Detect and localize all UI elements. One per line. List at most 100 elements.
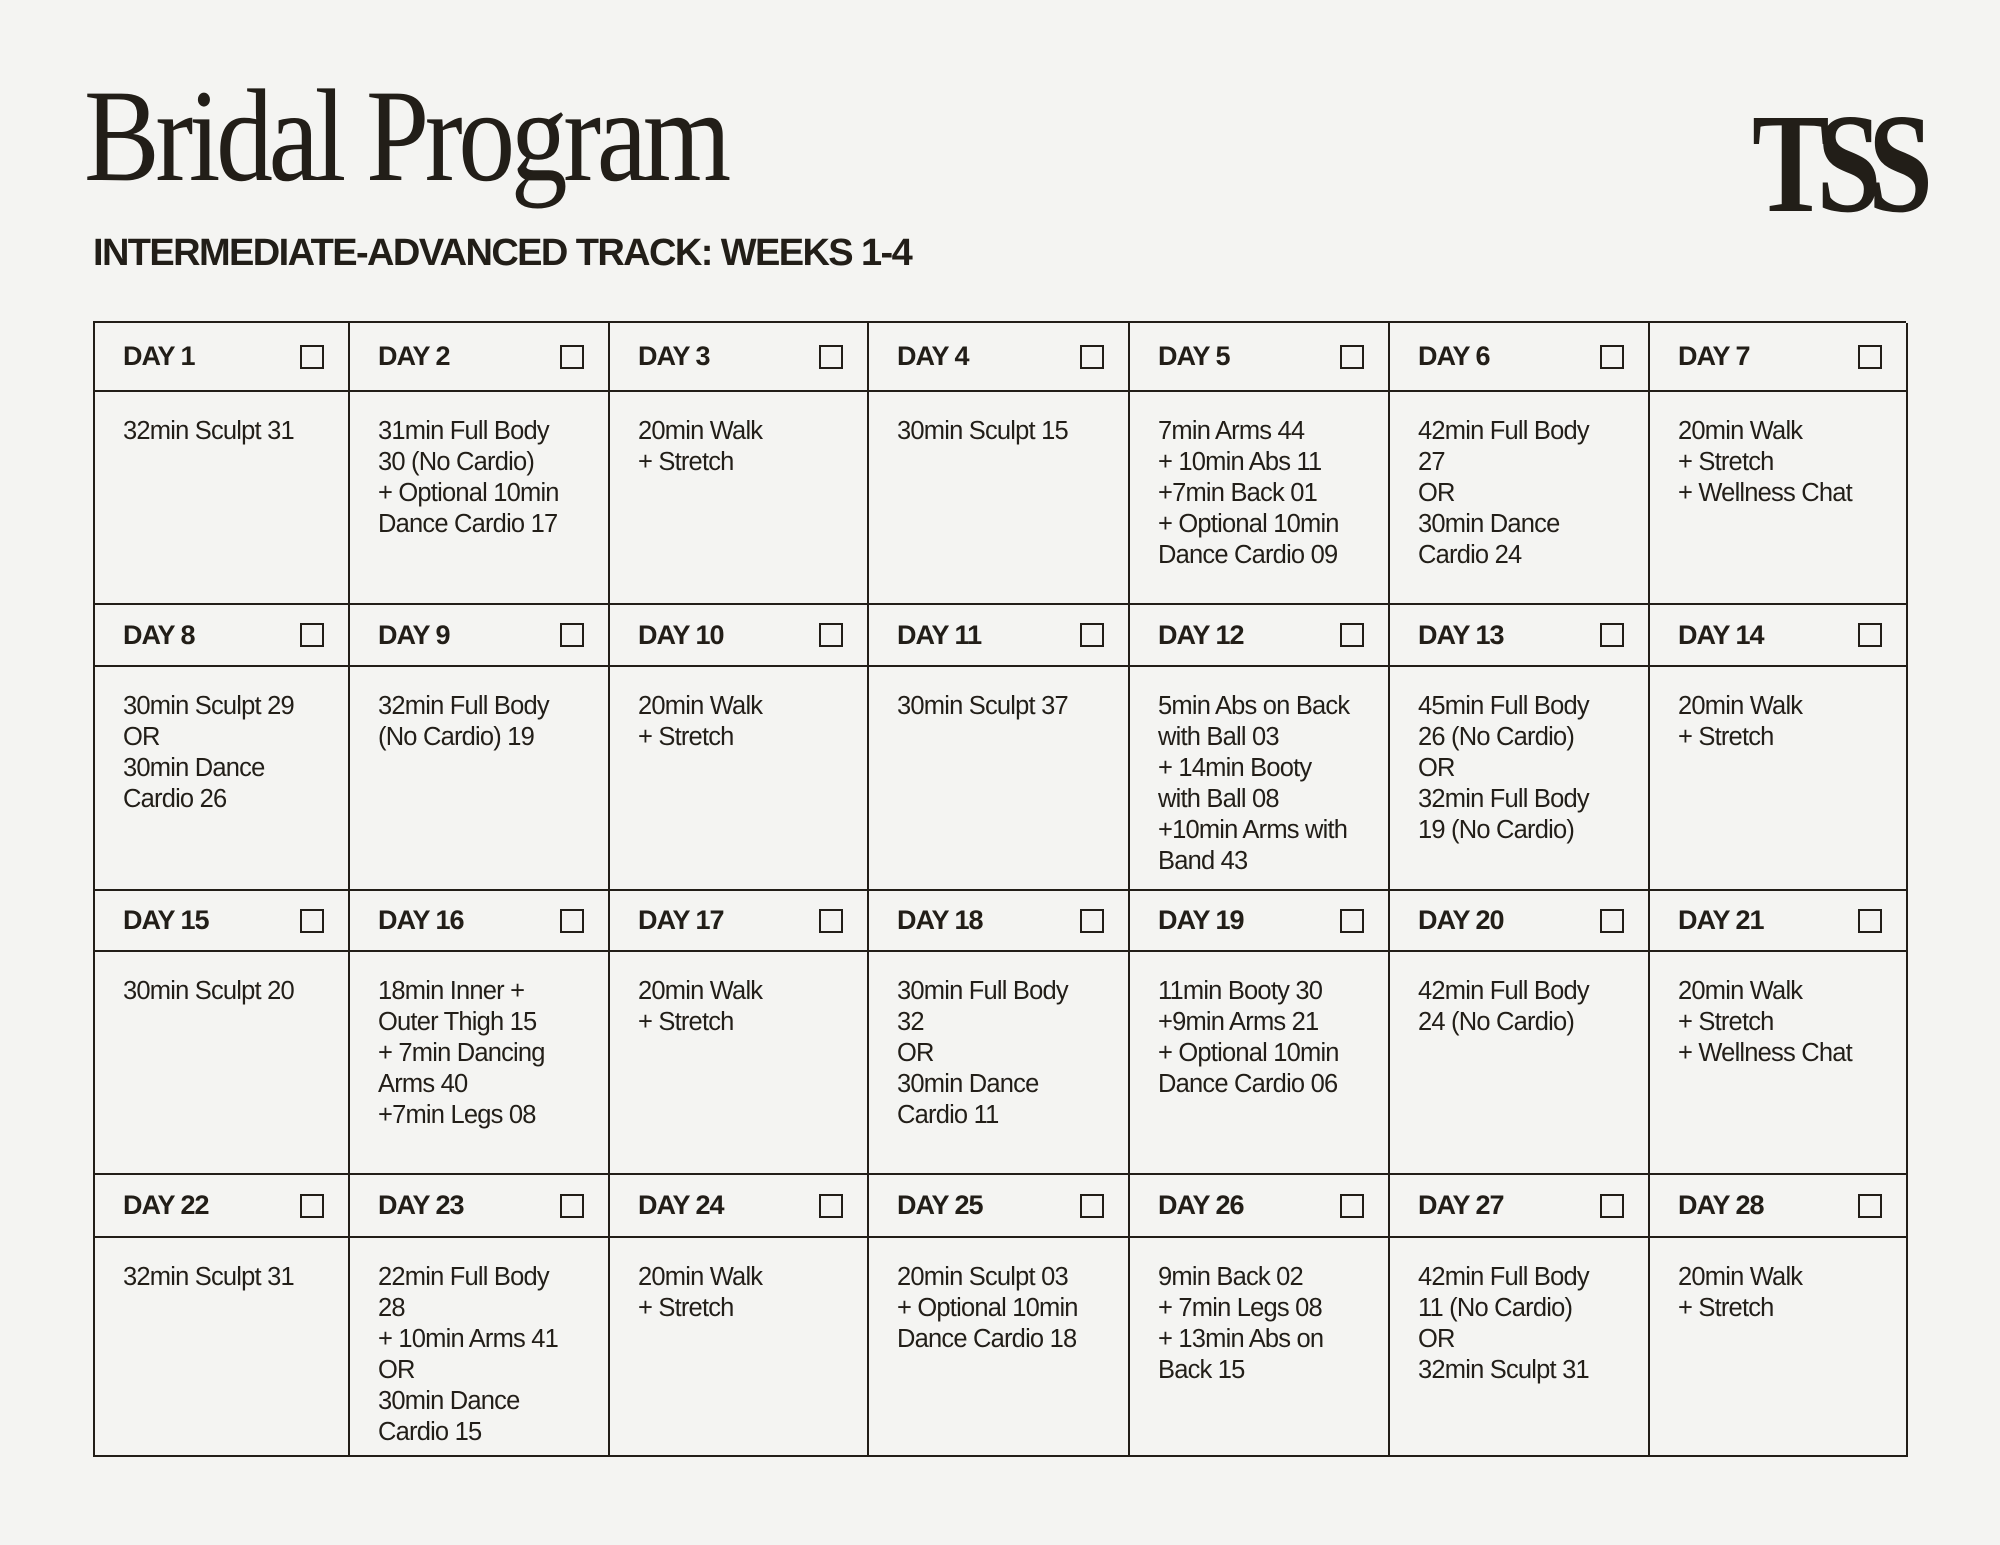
- day-workout: 32min Full Body (No Cardio) 19: [350, 667, 610, 891]
- day-checkbox[interactable]: [300, 623, 324, 647]
- day-workout: 20min Walk + Stretch: [610, 1238, 869, 1457]
- day-checkbox[interactable]: [819, 1193, 843, 1218]
- day-checkbox[interactable]: [1080, 1193, 1104, 1218]
- day-checkbox[interactable]: [819, 623, 843, 647]
- day-label: DAY 28: [1678, 1190, 1765, 1220]
- day-checkbox[interactable]: [1858, 623, 1882, 647]
- day-checkbox[interactable]: [1080, 623, 1104, 647]
- page-title: Bridal Program: [84, 62, 731, 209]
- day-label: DAY 16: [378, 905, 465, 935]
- day-workout: 32min Sculpt 31: [95, 1238, 350, 1457]
- day-checkbox[interactable]: [1600, 1193, 1624, 1218]
- day-workout: 11min Booty 30 +9min Arms 21 + Optional …: [1130, 952, 1390, 1175]
- day-checkbox[interactable]: [1340, 344, 1364, 369]
- day-header: DAY 11: [869, 605, 1130, 667]
- day-header: DAY 14: [1650, 605, 1908, 667]
- day-header: DAY 2: [350, 323, 610, 392]
- day-workout: 42min Full Body 27 OR 30min Dance Cardio…: [1390, 392, 1650, 605]
- day-workout: 30min Sculpt 15: [869, 392, 1130, 605]
- day-label: DAY 9: [378, 619, 451, 650]
- day-header: DAY 5: [1130, 323, 1390, 392]
- day-label: DAY 6: [1418, 341, 1491, 371]
- day-label: DAY 12: [1158, 619, 1245, 650]
- day-checkbox[interactable]: [560, 908, 584, 933]
- day-checkbox[interactable]: [1340, 1193, 1364, 1218]
- day-header: DAY 28: [1650, 1175, 1908, 1238]
- day-header: DAY 27: [1390, 1175, 1650, 1238]
- day-header: DAY 25: [869, 1175, 1130, 1238]
- day-workout: 20min Walk + Stretch: [610, 667, 869, 891]
- day-header: DAY 26: [1130, 1175, 1390, 1238]
- day-checkbox[interactable]: [560, 1193, 584, 1218]
- day-header: DAY 24: [610, 1175, 869, 1238]
- day-header: DAY 7: [1650, 323, 1908, 392]
- day-label: DAY 10: [638, 619, 725, 650]
- day-workout: 42min Full Body 11 (No Cardio) OR 32min …: [1390, 1238, 1650, 1457]
- day-workout: 22min Full Body 28 + 10min Arms 41 OR 30…: [350, 1238, 610, 1457]
- day-header: DAY 6: [1390, 323, 1650, 392]
- day-workout: 9min Back 02 + 7min Legs 08 + 13min Abs …: [1130, 1238, 1390, 1457]
- day-checkbox[interactable]: [300, 1193, 324, 1218]
- day-workout: 20min Sculpt 03 + Optional 10min Dance C…: [869, 1238, 1130, 1457]
- day-checkbox[interactable]: [1858, 344, 1882, 369]
- day-checkbox[interactable]: [300, 344, 324, 369]
- day-workout: 20min Walk + Stretch + Wellness Chat: [1650, 952, 1908, 1175]
- day-header: DAY 16: [350, 891, 610, 952]
- day-label: DAY 7: [1678, 341, 1751, 371]
- day-label: DAY 8: [123, 619, 196, 650]
- day-checkbox[interactable]: [1340, 623, 1364, 647]
- day-checkbox[interactable]: [819, 344, 843, 369]
- day-checkbox[interactable]: [1600, 623, 1624, 647]
- day-workout: 45min Full Body 26 (No Cardio) OR 32min …: [1390, 667, 1650, 891]
- day-header: DAY 19: [1130, 891, 1390, 952]
- day-label: DAY 2: [378, 341, 451, 371]
- day-label: DAY 25: [897, 1190, 984, 1220]
- day-label: DAY 13: [1418, 619, 1505, 650]
- day-checkbox[interactable]: [560, 623, 584, 647]
- day-workout: 31min Full Body 30 (No Cardio) + Optiona…: [350, 392, 610, 605]
- day-header: DAY 3: [610, 323, 869, 392]
- day-header: DAY 9: [350, 605, 610, 667]
- day-checkbox[interactable]: [300, 908, 324, 933]
- day-workout: 42min Full Body 24 (No Cardio): [1390, 952, 1650, 1175]
- day-workout: 20min Walk + Stretch + Wellness Chat: [1650, 392, 1908, 605]
- day-workout: 5min Abs on Back with Ball 03 + 14min Bo…: [1130, 667, 1390, 891]
- day-header: DAY 23: [350, 1175, 610, 1238]
- day-checkbox[interactable]: [1340, 908, 1364, 933]
- day-header: DAY 18: [869, 891, 1130, 952]
- day-workout: 20min Walk + Stretch: [610, 392, 869, 605]
- day-header: DAY 8: [95, 605, 350, 667]
- day-workout: 30min Full Body 32 OR 30min Dance Cardio…: [869, 952, 1130, 1175]
- day-label: DAY 27: [1418, 1190, 1505, 1220]
- day-checkbox[interactable]: [1600, 344, 1624, 369]
- day-label: DAY 22: [123, 1190, 210, 1220]
- day-workout: 7min Arms 44 + 10min Abs 11 +7min Back 0…: [1130, 392, 1390, 605]
- day-workout: 18min Inner + Outer Thigh 15 + 7min Danc…: [350, 952, 610, 1175]
- day-checkbox[interactable]: [1080, 908, 1104, 933]
- day-header: DAY 10: [610, 605, 869, 667]
- day-workout: 32min Sculpt 31: [95, 392, 350, 605]
- day-workout: 30min Sculpt 37: [869, 667, 1130, 891]
- day-label: DAY 24: [638, 1190, 725, 1220]
- day-checkbox[interactable]: [1858, 1193, 1882, 1218]
- day-header: DAY 22: [95, 1175, 350, 1238]
- day-checkbox[interactable]: [560, 344, 584, 369]
- day-label: DAY 23: [378, 1190, 465, 1220]
- day-label: DAY 26: [1158, 1190, 1245, 1220]
- tss-logo: TSS: [1752, 84, 1933, 242]
- day-label: DAY 5: [1158, 341, 1231, 371]
- day-label: DAY 3: [638, 341, 711, 371]
- day-checkbox[interactable]: [1600, 908, 1624, 933]
- day-label: DAY 1: [123, 341, 196, 371]
- day-checkbox[interactable]: [1080, 344, 1104, 369]
- day-header: DAY 1: [95, 323, 350, 392]
- day-checkbox[interactable]: [1858, 908, 1882, 933]
- day-label: DAY 14: [1678, 619, 1765, 650]
- day-header: DAY 12: [1130, 605, 1390, 667]
- day-header: DAY 17: [610, 891, 869, 952]
- day-checkbox[interactable]: [819, 908, 843, 933]
- day-workout: 30min Sculpt 29 OR 30min Dance Cardio 26: [95, 667, 350, 891]
- day-workout: 20min Walk + Stretch: [610, 952, 869, 1175]
- track-subtitle: INTERMEDIATE-ADVANCED TRACK: WEEKS 1-4: [93, 232, 913, 274]
- day-label: DAY 11: [897, 619, 982, 650]
